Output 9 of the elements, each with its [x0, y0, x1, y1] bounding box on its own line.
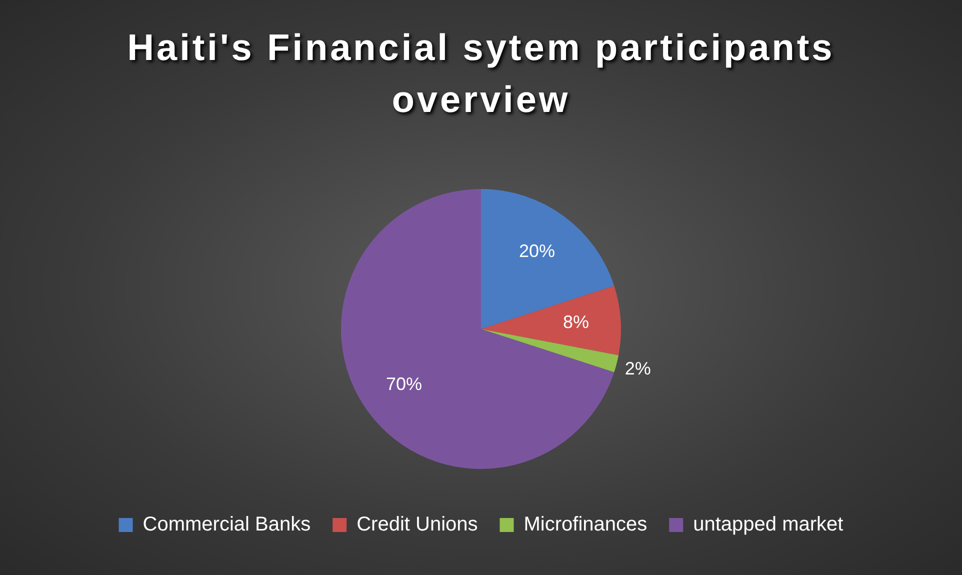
data-label: 20% [518, 240, 555, 261]
legend-label: Commercial Banks [142, 514, 311, 536]
legend-label: untapped market [693, 514, 844, 536]
chart-title: Haiti's Financial sytem participants overview [126, 26, 836, 122]
legend-label: Microfinances [524, 514, 648, 536]
data-label: 2% [624, 358, 651, 378]
data-label: 8% [563, 312, 590, 332]
data-label: 70% [386, 374, 422, 394]
legend-label: Credit Unions [356, 514, 478, 536]
